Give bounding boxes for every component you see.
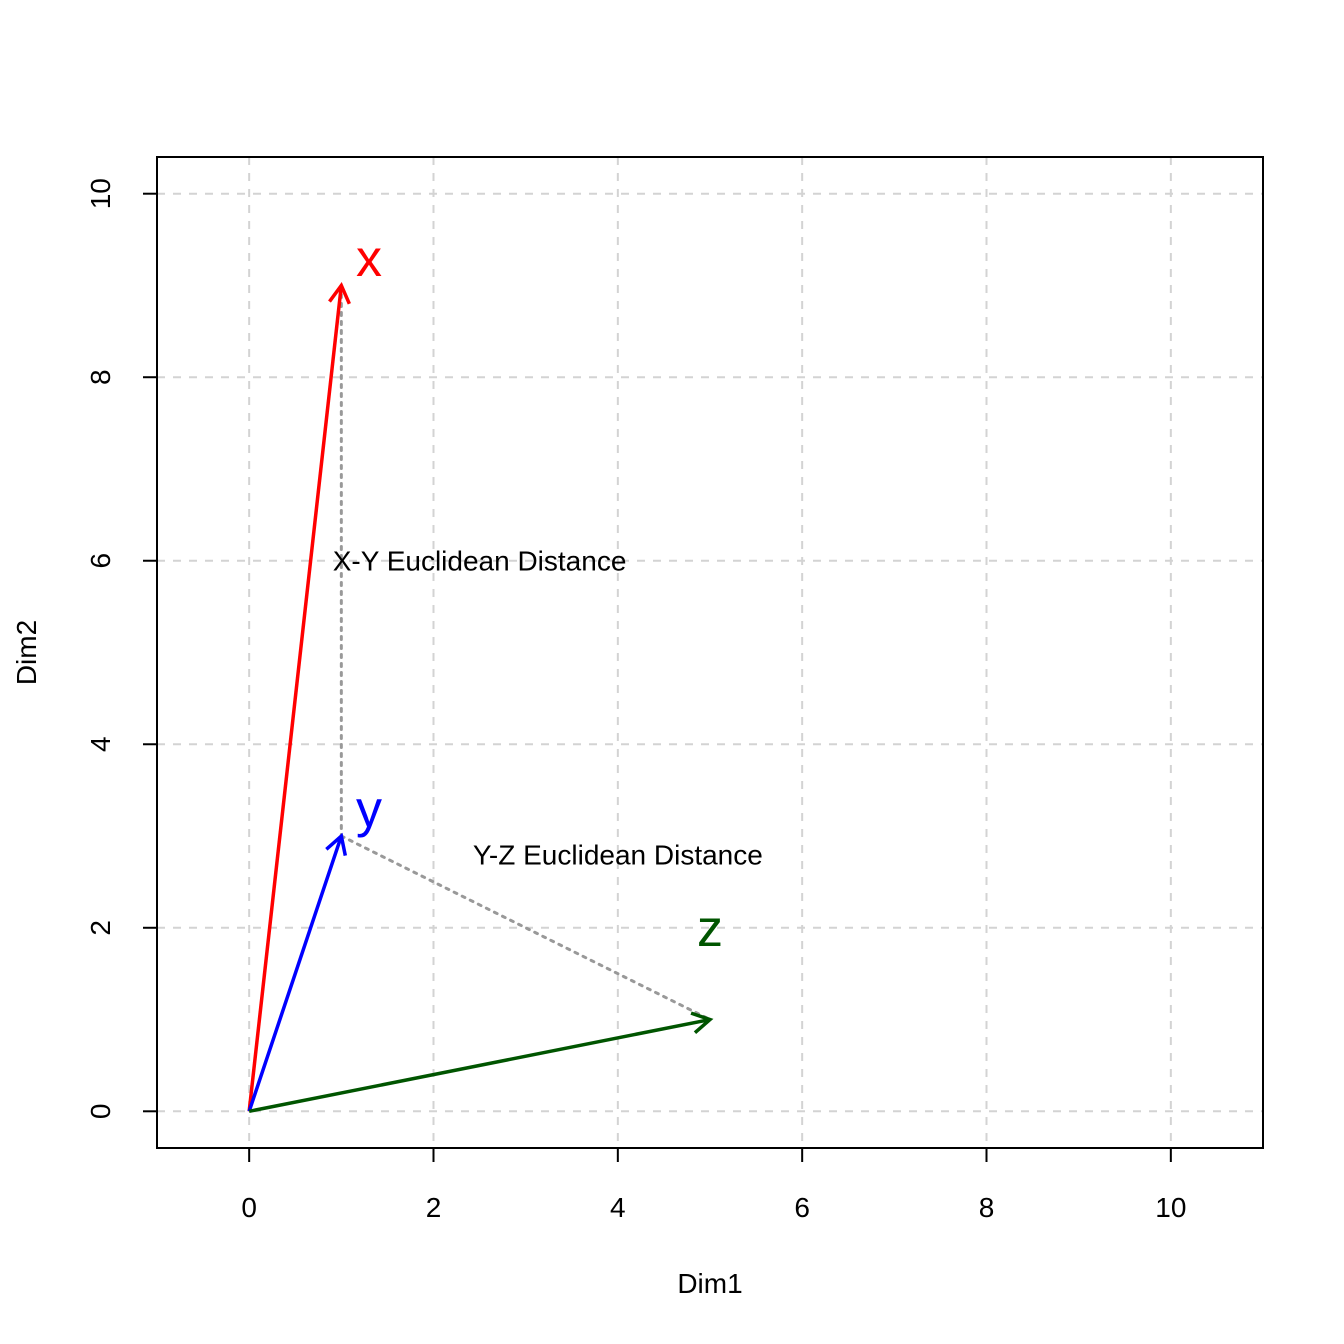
vector-y-label: y <box>356 780 382 838</box>
annotation-label: Y-Z Euclidean Distance <box>473 839 763 870</box>
x-tick-label: 4 <box>610 1192 626 1223</box>
annotations: X-Y Euclidean Distance Y-Z Euclidean Dist… <box>333 546 763 871</box>
y-tick-label: 6 <box>85 553 116 569</box>
x-tick-label: 8 <box>979 1192 995 1223</box>
distance-lines <box>339 283 712 1022</box>
vector-z-arrowhead <box>690 1011 714 1035</box>
x-tick-label: 0 <box>241 1192 257 1223</box>
y-tick-label: 8 <box>85 369 116 385</box>
y-tick-label: 4 <box>85 736 116 752</box>
y-tick-label: 0 <box>85 1104 116 1120</box>
vector-y-shaft <box>247 835 343 1112</box>
vector-labels: x y z <box>356 230 723 958</box>
x-tick-label: 2 <box>426 1192 442 1223</box>
vector-z-label: z <box>697 900 723 958</box>
distance-line <box>339 834 712 1022</box>
y-tick-label: 2 <box>85 920 116 936</box>
plot-frame <box>156 156 1264 1149</box>
vector-y-arrowhead <box>325 832 348 856</box>
x-axis-title: Dim1 <box>677 1268 742 1299</box>
vector-x-arrowhead <box>328 281 351 305</box>
annotation-label: X-Y Euclidean Distance <box>333 546 627 577</box>
x-tick-label: 10 <box>1155 1192 1186 1223</box>
vector-z-shaft <box>248 1017 711 1114</box>
grid <box>157 157 1263 1148</box>
x-tick-label: 6 <box>794 1192 810 1223</box>
vector-x-label: x <box>356 230 382 288</box>
y-axis: 0 2 4 6 8 10 <box>85 178 157 1119</box>
vector-x-shaft <box>247 285 344 1112</box>
vectors <box>247 281 714 1114</box>
y-tick-label: 10 <box>85 178 116 209</box>
x-axis: 0 2 4 6 8 10 <box>241 1148 1186 1223</box>
y-axis-title: Dim2 <box>11 620 42 685</box>
